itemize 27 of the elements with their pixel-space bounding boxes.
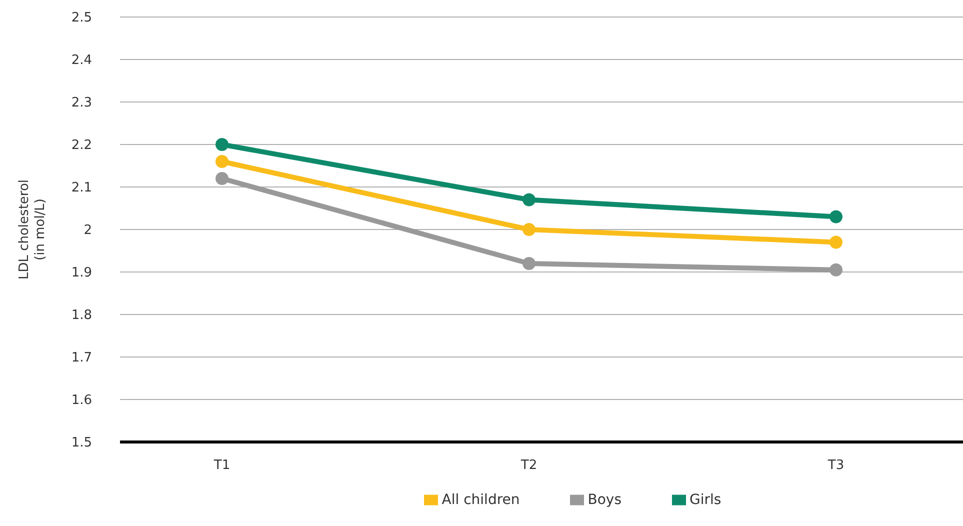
y-tick-label: 2.5 (71, 10, 92, 26)
y-tick-label: 1.7 (71, 350, 92, 366)
y-tick-label: 2 (84, 223, 92, 238)
y-tick-label: 2.3 (71, 96, 92, 111)
point (830, 210, 842, 224)
point (522, 257, 536, 270)
point (830, 263, 842, 276)
y-tick-label: 2.4 (71, 53, 92, 68)
x-tick-label: T2 (520, 458, 538, 474)
x-tick-label: T3 (826, 458, 844, 474)
point (216, 138, 228, 151)
point (522, 193, 536, 206)
point (830, 236, 842, 249)
legend-label: All children (442, 492, 520, 508)
y-tick-label: 1.6 (71, 393, 92, 408)
legend-label: Girls (690, 492, 722, 508)
point (522, 223, 536, 236)
y-axis-title: LDL cholesterol (in mol/L) (17, 179, 48, 280)
y-tick-label: 2.1 (71, 180, 92, 196)
x-tick-label: T1 (212, 458, 230, 474)
point (216, 155, 228, 168)
y-tick-label: 1.5 (71, 436, 92, 451)
legend-label: Boys (588, 492, 622, 508)
y-tick-label: 2.2 (71, 138, 92, 154)
y-tick-label: 1.9 (71, 266, 92, 281)
point (216, 172, 228, 185)
y-tick-label: 1.8 (71, 308, 92, 324)
